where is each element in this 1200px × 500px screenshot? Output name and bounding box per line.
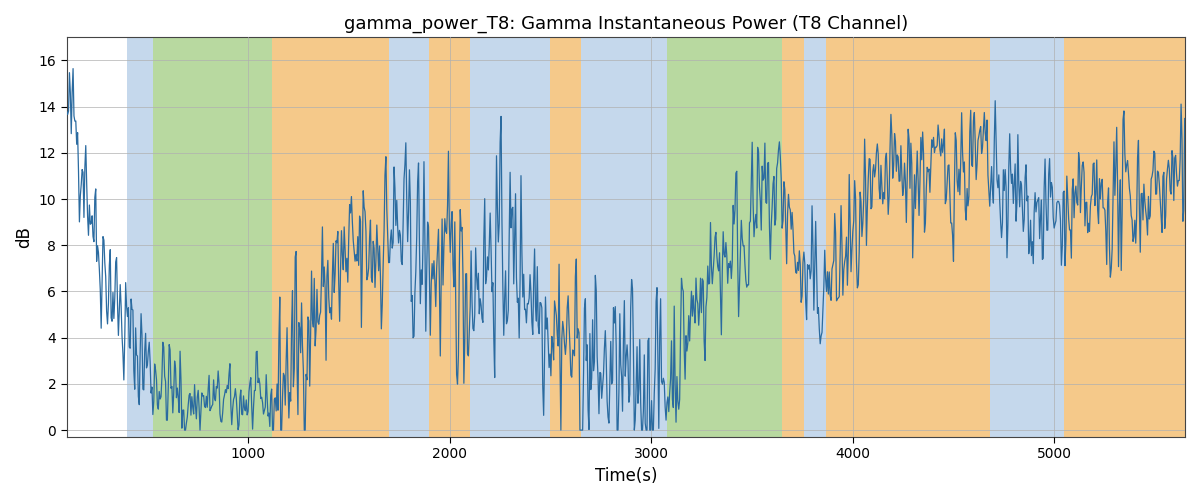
X-axis label: Time(s): Time(s) — [595, 467, 658, 485]
Bar — [581, 38, 641, 437]
Bar — [667, 38, 782, 437]
Bar — [641, 38, 667, 437]
Bar — [782, 38, 804, 437]
Bar — [430, 38, 469, 437]
Bar — [469, 38, 551, 437]
Bar — [272, 38, 389, 437]
Bar — [804, 38, 827, 437]
Title: gamma_power_T8: Gamma Instantaneous Power (T8 Channel): gamma_power_T8: Gamma Instantaneous Powe… — [343, 15, 908, 34]
Bar — [990, 38, 1064, 437]
Bar — [551, 38, 581, 437]
Bar — [127, 38, 154, 437]
Y-axis label: dB: dB — [14, 226, 32, 248]
Bar — [389, 38, 430, 437]
Bar — [827, 38, 990, 437]
Bar — [154, 38, 272, 437]
Bar — [1064, 38, 1186, 437]
